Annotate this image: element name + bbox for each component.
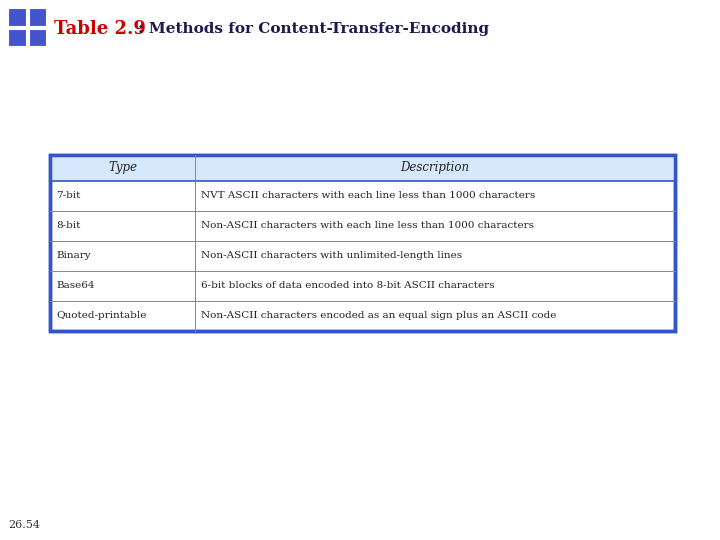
Text: Description: Description [400,161,469,174]
Bar [50,155,675,181]
Text: Base64: Base64 [56,281,94,291]
Bar [50,155,675,331]
Bar [50,155,675,331]
Text: Non-ASCII characters with unlimited-length lines: Non-ASCII characters with unlimited-leng… [201,252,462,260]
Text: Binary: Binary [56,252,91,260]
Text: Table 2.9: Table 2.9 [54,20,146,38]
Text: NVT ASCII characters with each line less than 1000 characters: NVT ASCII characters with each line less… [201,192,535,200]
Text: Quoted-printable: Quoted-printable [56,312,146,321]
Text: Type: Type [108,161,137,174]
Text: 8-bit: 8-bit [56,221,81,231]
Text: 7-bit: 7-bit [56,192,81,200]
Text: Non-ASCII characters with each line less than 1000 characters: Non-ASCII characters with each line less… [201,221,534,231]
Text: : Methods for Content-Transfer-Encoding: : Methods for Content-Transfer-Encoding [138,22,489,36]
Text: 26.54: 26.54 [8,520,40,530]
Text: Non-ASCII characters encoded as an equal sign plus an ASCII code: Non-ASCII characters encoded as an equal… [201,312,557,321]
Text: 6-bit blocks of data encoded into 8-bit ASCII characters: 6-bit blocks of data encoded into 8-bit … [201,281,495,291]
Bar [29,29,46,46]
Bar [8,8,25,25]
Bar [8,29,25,46]
Bar [29,8,46,25]
